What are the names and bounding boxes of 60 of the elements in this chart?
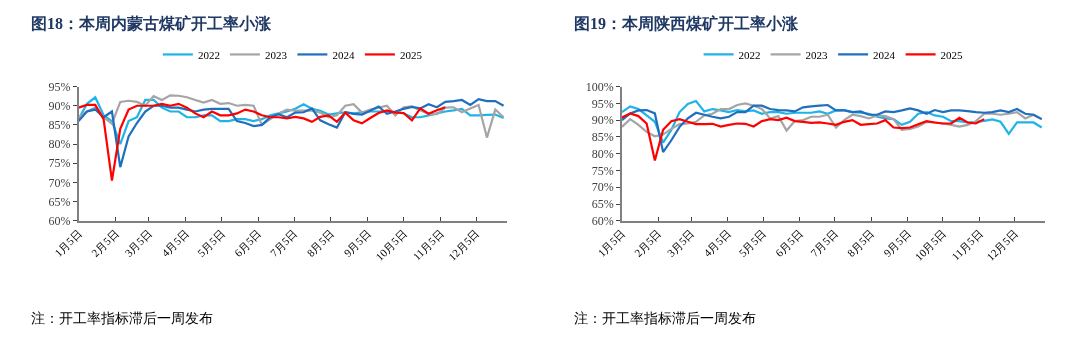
y-tick-label: 90% (48, 98, 71, 113)
text: 注：开工率指标滞后一周发布 (574, 311, 756, 326)
x-tick-label: 9月5日 (341, 227, 374, 259)
x-tick-label: 10月5日 (373, 227, 409, 263)
y-tick-label: 70% (48, 175, 71, 190)
x-tick-label: 3月5日 (122, 227, 155, 259)
y-tick-label: 75% (591, 163, 614, 178)
x-tick-label: 7月5日 (267, 227, 300, 259)
x-tick-label: 2月5日 (631, 227, 664, 259)
line-series (78, 94, 505, 139)
line-series (78, 102, 447, 182)
x-tick-label: 4月5日 (701, 227, 734, 259)
line-series (621, 112, 986, 162)
y-tick-label: 70% (591, 180, 614, 195)
y-tick-label: 90% (591, 113, 614, 128)
y-tick-label: 85% (48, 118, 71, 133)
y-tick-label: 95% (591, 96, 614, 111)
legend-label: 2023 (805, 48, 829, 61)
y-tick-label: 65% (48, 194, 71, 209)
x-tick-label: 4月5日 (159, 227, 192, 259)
y-tick-label: 80% (591, 146, 614, 161)
legend-label: 2025 (399, 48, 423, 61)
chart-title: 图18：本周内蒙古煤矿开工率小涨 (31, 14, 272, 32)
x-tick-label: 12月5日 (984, 227, 1020, 263)
x-tick-label: 11月5日 (410, 227, 446, 263)
legend-label: 2023 (264, 48, 288, 61)
x-tick-label: 11月5日 (949, 227, 985, 263)
x-tick-label: 7月5日 (808, 227, 841, 259)
text: 注：开工率指标滞后一周发布 (31, 311, 213, 326)
x-tick-label: 3月5日 (664, 227, 697, 259)
x-tick-label: 12月5日 (445, 227, 482, 263)
legend-label: 2022 (738, 48, 761, 61)
x-tick-label: 10月5日 (912, 227, 949, 263)
y-tick-label: 100% (585, 79, 614, 94)
y-tick-label: 60% (591, 214, 614, 229)
legend-label: 2022 (197, 48, 220, 61)
x-tick-label: 8月5日 (844, 227, 877, 259)
x-tick-label: 1月5日 (52, 227, 84, 259)
line-series (78, 98, 505, 169)
chart-title: 图19：本周陕西煤矿开工率小涨 (574, 14, 799, 32)
x-tick-label: 6月5日 (772, 227, 805, 259)
y-tick-label: 80% (48, 137, 71, 152)
x-tick-label: 6月5日 (231, 227, 264, 259)
y-tick-label: 60% (48, 214, 71, 229)
line-series (78, 96, 505, 146)
x-tick-label: 8月5日 (304, 227, 337, 259)
line-series (621, 99, 1043, 144)
y-tick-label: 65% (591, 197, 614, 212)
x-tick-label: 1月5日 (595, 227, 628, 259)
x-tick-label: 9月5日 (881, 227, 913, 259)
legend-label: 2024 (332, 48, 355, 61)
y-tick-label: 95% (48, 79, 71, 94)
y-tick-label: 85% (591, 130, 614, 145)
legend-label: 2024 (873, 48, 896, 61)
y-tick-label: 75% (48, 156, 71, 171)
legend-label: 2025 (940, 48, 964, 61)
line-series (621, 103, 1043, 154)
x-tick-label: 5月5日 (194, 227, 227, 259)
x-tick-label: 5月5日 (736, 227, 769, 259)
x-tick-label: 2月5日 (88, 227, 121, 259)
